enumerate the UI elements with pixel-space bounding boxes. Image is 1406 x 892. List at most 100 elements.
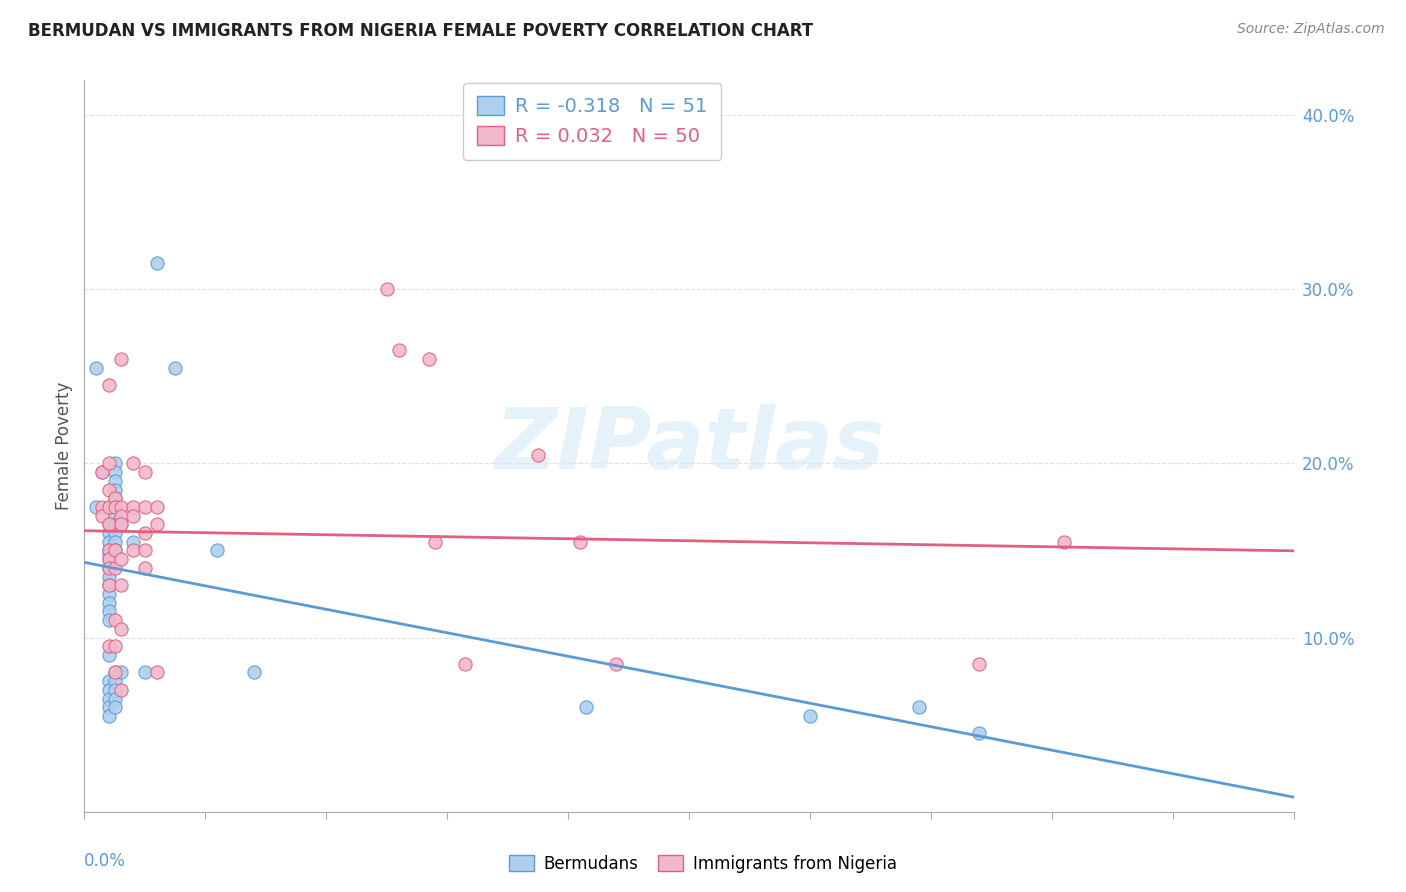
Point — [91, 508, 114, 523]
Point — [97, 517, 120, 532]
Point — [146, 665, 169, 680]
Legend: R = -0.318   N = 51, R = 0.032   N = 50: R = -0.318 N = 51, R = 0.032 N = 50 — [463, 83, 721, 160]
Point — [110, 578, 132, 592]
Legend: Bermudans, Immigrants from Nigeria: Bermudans, Immigrants from Nigeria — [502, 848, 904, 880]
Point — [110, 517, 132, 532]
Point — [165, 360, 187, 375]
Point — [110, 500, 132, 514]
Point — [104, 682, 127, 697]
Point — [91, 465, 114, 479]
Point — [104, 491, 127, 506]
Point — [121, 508, 143, 523]
Point — [104, 526, 127, 541]
Point — [97, 648, 120, 662]
Point — [104, 517, 127, 532]
Point — [104, 674, 127, 689]
Point — [104, 465, 127, 479]
Point — [967, 726, 990, 740]
Point — [375, 282, 398, 296]
Point — [146, 500, 169, 514]
Point — [527, 448, 550, 462]
Point — [104, 491, 127, 506]
Text: BERMUDAN VS IMMIGRANTS FROM NIGERIA FEMALE POVERTY CORRELATION CHART: BERMUDAN VS IMMIGRANTS FROM NIGERIA FEMA… — [28, 22, 813, 40]
Point — [134, 526, 156, 541]
Point — [967, 657, 990, 671]
Point — [134, 500, 156, 514]
Point — [91, 500, 114, 514]
Point — [104, 665, 127, 680]
Point — [104, 508, 127, 523]
Point — [97, 547, 120, 561]
Point — [86, 500, 108, 514]
Point — [97, 691, 120, 706]
Point — [121, 534, 143, 549]
Point — [146, 517, 169, 532]
Point — [907, 700, 929, 714]
Point — [104, 691, 127, 706]
Point — [97, 709, 120, 723]
Point — [97, 552, 120, 566]
Point — [104, 700, 127, 714]
Point — [569, 534, 592, 549]
Point — [97, 500, 120, 514]
Point — [242, 665, 264, 680]
Point — [97, 578, 120, 592]
Point — [418, 351, 440, 366]
Point — [97, 569, 120, 583]
Point — [104, 561, 127, 575]
Point — [97, 700, 120, 714]
Point — [207, 543, 229, 558]
Point — [134, 543, 156, 558]
Point — [121, 543, 143, 558]
Point — [91, 465, 114, 479]
Y-axis label: Female Poverty: Female Poverty — [55, 382, 73, 510]
Point — [97, 517, 120, 532]
Text: 0.0%: 0.0% — [84, 852, 127, 870]
Text: ZIPatlas: ZIPatlas — [494, 404, 884, 488]
Point — [121, 457, 143, 471]
Point — [97, 543, 120, 558]
Point — [605, 657, 627, 671]
Point — [134, 465, 156, 479]
Point — [97, 604, 120, 618]
Point — [423, 534, 446, 549]
Point — [97, 561, 120, 575]
Point — [388, 343, 411, 358]
Point — [97, 534, 120, 549]
Point — [1053, 534, 1076, 549]
Point — [97, 543, 120, 558]
Point — [110, 682, 132, 697]
Point — [799, 709, 821, 723]
Point — [110, 351, 132, 366]
Point — [104, 500, 127, 514]
Point — [97, 578, 120, 592]
Point — [97, 552, 120, 566]
Text: Source: ZipAtlas.com: Source: ZipAtlas.com — [1237, 22, 1385, 37]
Point — [97, 526, 120, 541]
Point — [104, 640, 127, 654]
Point — [86, 360, 108, 375]
Point — [110, 552, 132, 566]
Point — [104, 500, 127, 514]
Point — [104, 665, 127, 680]
Point — [110, 665, 132, 680]
Point — [104, 543, 127, 558]
Point — [97, 613, 120, 627]
Point — [146, 256, 169, 270]
Point — [97, 483, 120, 497]
Point — [104, 613, 127, 627]
Point — [575, 700, 598, 714]
Point — [134, 561, 156, 575]
Point — [110, 622, 132, 636]
Point — [104, 543, 127, 558]
Point — [104, 457, 127, 471]
Point — [97, 378, 120, 392]
Point — [104, 474, 127, 488]
Point — [97, 596, 120, 610]
Point — [97, 457, 120, 471]
Point — [97, 500, 120, 514]
Point — [134, 665, 156, 680]
Point — [454, 657, 477, 671]
Point — [121, 500, 143, 514]
Point — [110, 508, 132, 523]
